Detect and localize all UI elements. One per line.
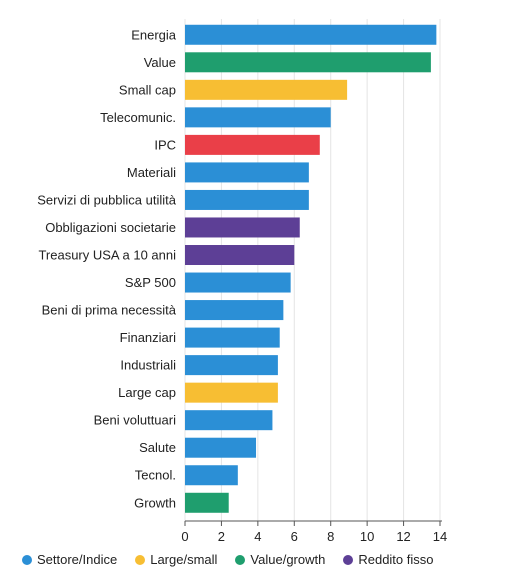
bars — [185, 24, 437, 513]
legend-swatch — [22, 554, 32, 565]
bar-industriali — [185, 355, 278, 376]
legend: Settore/Indice Large/small Value/growth Red… — [22, 552, 434, 567]
bar-tecnol- — [185, 465, 238, 486]
category-label: Large cap — [118, 385, 176, 400]
legend-swatch — [343, 554, 354, 565]
x-tick-label: 4 — [254, 529, 261, 544]
x-tick-label: 2 — [218, 529, 225, 544]
bar-beni-voluttuari — [185, 410, 273, 431]
x-axis: 0 2 4 6 8 10 12 14 — [181, 520, 447, 544]
legend-item-large_small: Large/small — [135, 552, 217, 567]
legend-label: Value/growth — [250, 552, 326, 567]
category-labels: Energia Value Small cap Telecomunic. IPC Mate… — [37, 27, 177, 510]
category-label: Telecomunic. — [100, 110, 176, 125]
category-label: Value — [144, 55, 176, 70]
category-label: Finanziari — [120, 330, 176, 345]
legend-item-value_growth: Value/growth — [235, 552, 325, 567]
category-label: S&P 500 — [125, 275, 176, 290]
category-label: Small cap — [119, 82, 176, 97]
x-tick-label: 10 — [360, 529, 374, 544]
legend-swatch — [235, 554, 246, 565]
grid-lines — [184, 19, 441, 521]
bar-obbligazioni-societarie — [185, 217, 300, 238]
legend-swatch — [135, 554, 146, 565]
bar-small-cap — [185, 79, 348, 100]
bar-salute — [185, 437, 257, 458]
bar-beni-di-prima-necessit- — [185, 300, 284, 321]
legend-label: Settore/Indice — [37, 552, 118, 567]
legend-item-settore: Settore/Indice — [22, 552, 117, 567]
x-tick-label: 12 — [396, 529, 410, 544]
category-label: Industriali — [120, 358, 176, 373]
category-label: Servizi di pubblica utilità — [37, 192, 177, 207]
bar-s-p-500 — [185, 272, 291, 293]
x-tick-label: 0 — [181, 529, 188, 544]
bar-treasury-usa-a-10-anni — [185, 245, 295, 266]
bar-chart: Energia Value Small cap Telecomunic. IPC Mate… — [37, 19, 447, 544]
legend-label: Reddito fisso — [358, 552, 434, 567]
bar-large-cap — [185, 382, 278, 403]
legend-item-reddito: Reddito fisso — [343, 552, 434, 567]
category-label: Obbligazioni societarie — [45, 220, 176, 235]
legend-label: Large/small — [150, 552, 218, 567]
bar-materiali — [185, 162, 309, 183]
category-label: Growth — [134, 495, 176, 510]
bar-growth — [185, 492, 229, 513]
bar-finanziari — [185, 327, 280, 348]
category-label: Treasury USA a 10 anni — [38, 248, 176, 263]
category-label: Materiali — [127, 165, 176, 180]
bar-telecomunic- — [185, 107, 331, 128]
bar-servizi-di-pubblica-utilit- — [185, 189, 309, 210]
category-label: Tecnol. — [135, 468, 176, 483]
category-label: IPC — [154, 137, 176, 152]
bar-ipc — [185, 134, 320, 155]
bar-value — [185, 52, 431, 73]
category-label: Energia — [131, 27, 177, 42]
x-tick-label: 8 — [327, 529, 334, 544]
category-label: Beni voluttuari — [94, 413, 176, 428]
bar-energia — [185, 24, 437, 45]
category-label: Salute — [139, 440, 176, 455]
x-tick-label: 14 — [433, 529, 447, 544]
category-label: Beni di prima necessità — [42, 303, 177, 318]
x-tick-label: 6 — [291, 529, 298, 544]
